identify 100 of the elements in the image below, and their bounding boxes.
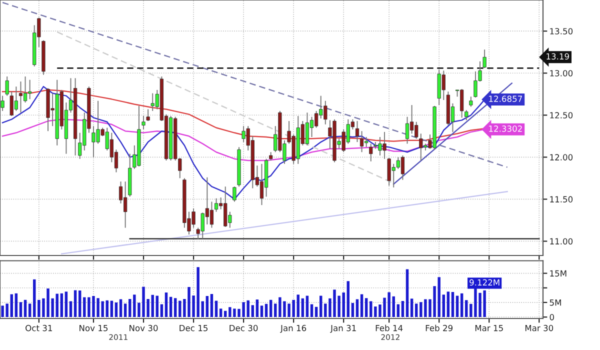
- candlestick: [355, 120, 360, 143]
- y-tick-label: 11.00: [550, 238, 573, 244]
- bar: [214, 300, 218, 318]
- x-tick-label: Oct 31: [26, 324, 52, 332]
- data-label: 9.122M: [470, 279, 500, 286]
- bar: [60, 293, 64, 318]
- x-tick-label: Dec 30: [230, 324, 258, 332]
- bar: [33, 279, 36, 318]
- bar: [306, 296, 309, 318]
- bar: [78, 290, 82, 318]
- candlestick: [210, 201, 214, 228]
- candlestick: [469, 96, 473, 108]
- bar: [128, 298, 132, 318]
- bar: [164, 292, 168, 318]
- bar: [460, 293, 464, 318]
- candlestick: [142, 116, 146, 130]
- x-tick-label: Nov 15: [80, 325, 108, 332]
- bar: [451, 292, 454, 318]
- x-tick-label: Mar 30: [525, 324, 554, 332]
- bar: [210, 294, 214, 318]
- bar: [110, 300, 114, 318]
- bar: [356, 299, 359, 318]
- bar: [370, 301, 372, 318]
- bar: [114, 302, 118, 318]
- y-tick-label: 12.00: [550, 154, 573, 160]
- bar: [206, 296, 209, 318]
- bar: [351, 303, 354, 318]
- bar: [201, 301, 204, 318]
- bar: [319, 296, 322, 318]
- bar: [64, 292, 68, 318]
- x-tick-label: Jan 16: [280, 324, 306, 333]
- y-tick-label: 15M: [550, 270, 566, 277]
- bar: [296, 294, 300, 318]
- bar: [346, 281, 350, 318]
- bar: [392, 296, 395, 318]
- candlestick: [305, 112, 310, 146]
- x-tick-label: Nov 30: [130, 324, 158, 332]
- bar: [301, 298, 304, 318]
- bar: [74, 290, 77, 318]
- bar: [219, 308, 222, 318]
- y-tick-label: 13.50: [550, 28, 573, 34]
- x-tick-label: Jan 31: [330, 324, 356, 333]
- x-tick-label: Mar 15: [475, 325, 503, 332]
- candlestick: [482, 49, 486, 69]
- bar: [465, 300, 468, 318]
- candlestick: [464, 110, 468, 121]
- candlestick: [260, 163, 264, 206]
- bar: [156, 296, 159, 318]
- candlestick: [5, 76, 9, 96]
- bar: [269, 300, 272, 318]
- data-label: 12.3302: [489, 126, 522, 132]
- bar: [174, 298, 177, 318]
- y-tick-label: 12.50: [550, 112, 573, 118]
- bar: [456, 296, 459, 318]
- bar: [10, 294, 14, 318]
- bar: [251, 305, 254, 318]
- candlestick: [405, 116, 410, 144]
- candlestick: [0, 95, 4, 112]
- text: 13.19: [546, 53, 569, 60]
- bar: [396, 304, 400, 318]
- bar: [264, 304, 268, 318]
- bar: [414, 304, 418, 318]
- x-tick-label: Feb 29: [426, 324, 453, 332]
- x-tick-label: Feb 14: [376, 324, 403, 332]
- y-tick-label: 5M: [550, 300, 561, 306]
- bar: [406, 269, 409, 318]
- candlestick: [18, 81, 23, 114]
- x-tick-label: Dec 15: [180, 325, 208, 332]
- bar: [124, 304, 127, 318]
- bar: [410, 298, 414, 318]
- bar: [160, 304, 164, 318]
- bar: [260, 306, 264, 318]
- data-label: 12.6857: [489, 96, 522, 102]
- y-tick-label: 13.00: [550, 70, 573, 76]
- bar: [106, 300, 108, 318]
- bar: [314, 306, 318, 318]
- bar: [28, 304, 32, 318]
- bar: [360, 294, 364, 318]
- y-tick-label: 0: [550, 314, 554, 320]
- bar: [69, 301, 72, 318]
- bar: [169, 296, 172, 318]
- bar: [119, 299, 122, 318]
- y-tick-label: 11.50: [550, 196, 573, 202]
- candlestick: [232, 186, 236, 202]
- bar: [224, 310, 227, 318]
- bar: [256, 300, 259, 318]
- bar: [401, 301, 404, 318]
- candlestick: [369, 143, 373, 162]
- candlestick: [146, 108, 150, 122]
- bar: [19, 302, 22, 318]
- bar: [56, 294, 58, 318]
- candlestick: [400, 155, 405, 180]
- bar: [446, 292, 450, 318]
- bar: [310, 304, 314, 318]
- bar: [442, 294, 446, 318]
- bar: [364, 298, 368, 318]
- bar: [14, 293, 18, 318]
- bar: [24, 300, 27, 318]
- candlestick: [214, 198, 218, 212]
- candlestick: [23, 76, 28, 104]
